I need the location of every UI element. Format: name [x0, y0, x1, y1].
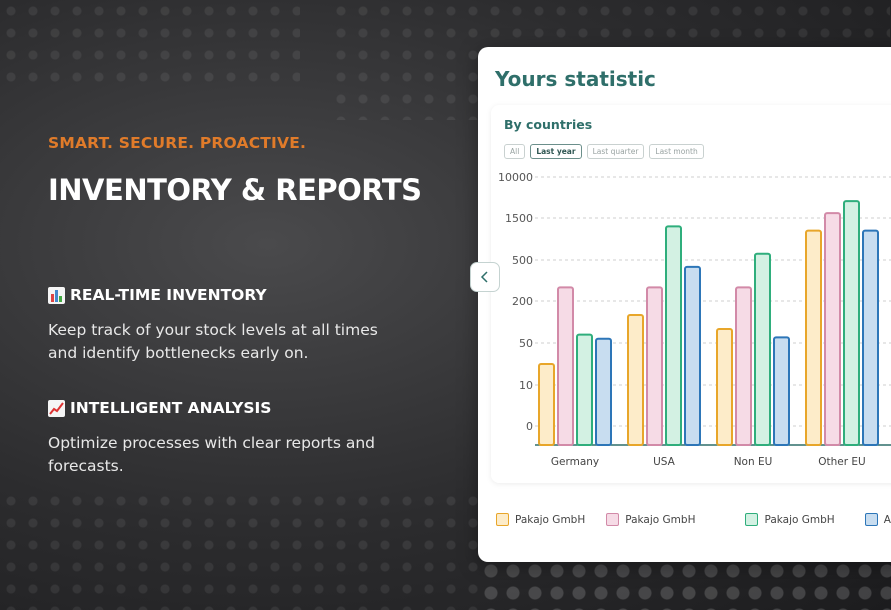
- bar-chart: 10000 1500 500 200 50 10 0 Germany USA Non EU Othe…: [498, 171, 891, 468]
- y-tick-label: 50: [519, 337, 533, 350]
- bar[interactable]: [805, 229, 822, 446]
- bar[interactable]: [627, 314, 644, 446]
- feature-title-label: REAL-TIME INVENTORY: [70, 286, 267, 304]
- legend-item[interactable]: Pakajo GmbH: [745, 513, 835, 526]
- legend-swatch: [606, 513, 620, 526]
- x-tick-label: Germany: [551, 456, 599, 468]
- legend-label: Pakajo GmbH: [764, 513, 835, 526]
- filter-last-month[interactable]: Last month: [649, 144, 704, 159]
- feature-title-analysis: INTELLIGENT ANALYSIS: [48, 399, 271, 417]
- chevron-left-icon: [480, 271, 488, 283]
- filter-last-year[interactable]: Last year: [530, 144, 582, 159]
- legend-item[interactable]: Pakajo GmbH: [496, 513, 585, 526]
- background-dots: [0, 0, 300, 90]
- filter-last-quarter[interactable]: Last quarter: [586, 144, 645, 159]
- y-tick-label: 200: [512, 295, 533, 308]
- page-title: INVENTORY & REPORTS: [48, 173, 422, 207]
- bar[interactable]: [646, 286, 663, 447]
- y-tick-label: 0: [526, 420, 533, 433]
- bar[interactable]: [557, 286, 574, 447]
- legend-label: Pakajo GmbH: [625, 513, 696, 526]
- feature-description-inventory: Keep track of your stock levels at all t…: [48, 321, 378, 362]
- x-tick-label: Other EU: [818, 456, 865, 468]
- bar[interactable]: [735, 286, 752, 447]
- chart-legend: Pakajo GmbH Pakajo GmbH Pakajo GmbH All: [496, 513, 891, 526]
- y-tick-label: 10000: [498, 171, 533, 184]
- background-dots: [0, 490, 480, 610]
- bar[interactable]: [538, 363, 555, 446]
- bar[interactable]: [824, 212, 841, 447]
- x-tick-label: USA: [653, 456, 676, 468]
- legend-swatch: [864, 513, 878, 526]
- bar[interactable]: [843, 200, 860, 446]
- chart-subtitle: By countries: [504, 117, 593, 132]
- bar[interactable]: [716, 328, 733, 446]
- bar[interactable]: [773, 336, 790, 446]
- bar[interactable]: [862, 229, 879, 446]
- legend-swatch: [496, 513, 509, 526]
- feature-description-analysis: Optimize processes with clear reports an…: [48, 434, 376, 475]
- filter-all[interactable]: All: [504, 144, 526, 159]
- legend-label: Pakajo GmbH: [515, 513, 586, 526]
- filter-group: All Last year Last quarter Last month: [504, 144, 704, 159]
- y-tick-label: 1500: [505, 212, 533, 225]
- legend-swatch: [745, 513, 759, 526]
- previous-button[interactable]: [470, 262, 500, 292]
- bar-chart-icon: [48, 286, 65, 304]
- y-tick-label: 500: [512, 254, 533, 267]
- y-tick-label: 10: [519, 379, 533, 392]
- card-title: Yours statistic: [495, 67, 656, 91]
- feature-title-inventory: REAL-TIME INVENTORY: [48, 286, 267, 304]
- bar[interactable]: [595, 337, 612, 446]
- bar[interactable]: [754, 252, 771, 446]
- legend-item[interactable]: Pakajo GmbH: [606, 513, 695, 526]
- background-dots: [480, 560, 891, 610]
- tagline: SMART. SECURE. PROACTIVE.: [48, 134, 307, 152]
- chart-increasing-icon: [48, 399, 65, 417]
- feature-title-label: INTELLIGENT ANALYSIS: [70, 399, 272, 417]
- legend-label: All: [883, 513, 891, 526]
- bar[interactable]: [684, 265, 701, 447]
- bar[interactable]: [665, 225, 682, 447]
- bar[interactable]: [576, 333, 593, 447]
- legend-item[interactable]: All: [864, 513, 891, 526]
- x-tick-label: Non EU: [734, 456, 773, 468]
